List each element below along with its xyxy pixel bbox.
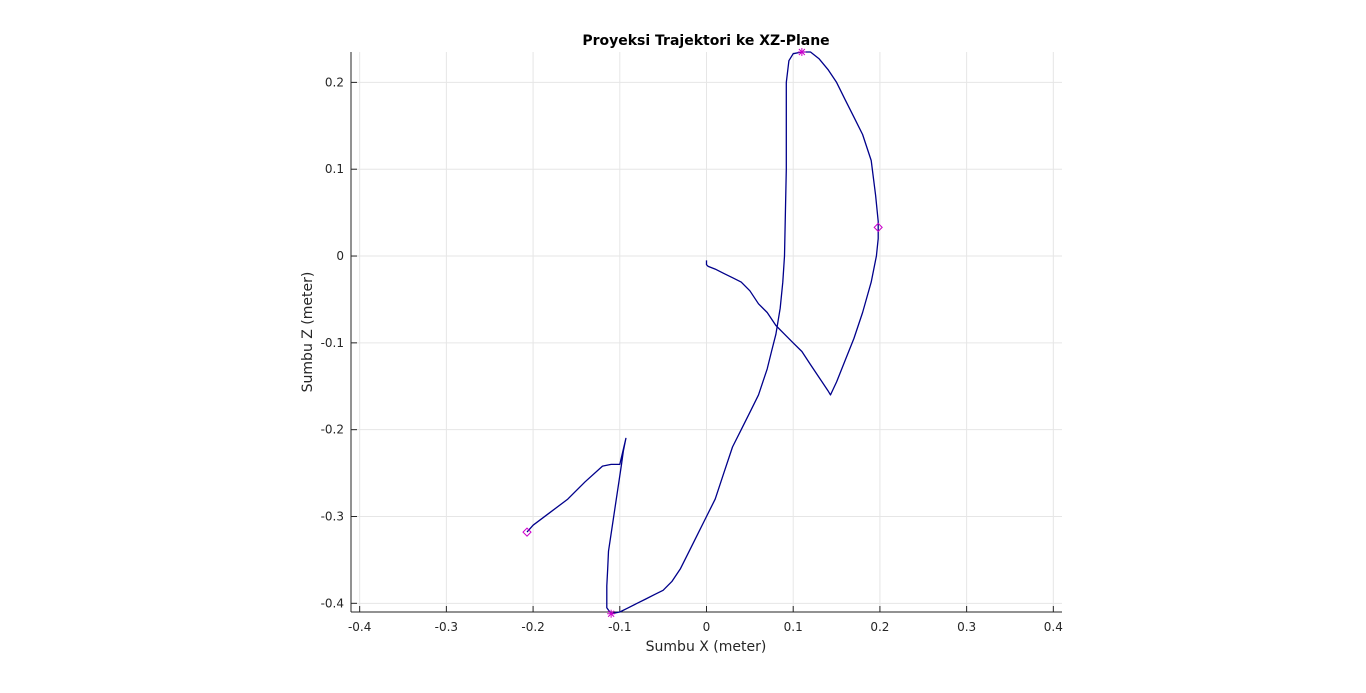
y-tick-label: 0.1 <box>325 162 344 176</box>
y-tick-label: 0 <box>336 249 344 263</box>
y-axis-label: Sumbu Z (meter) <box>300 272 316 393</box>
x-tick-label: -0.2 <box>521 620 544 634</box>
y-tick-label: 0.2 <box>325 75 344 89</box>
chart-title: Proyeksi Trajektori ke XZ-Plane <box>582 33 829 49</box>
x-tick-label: -0.3 <box>435 620 458 634</box>
x-axis-label: Sumbu X (meter) <box>646 639 767 655</box>
grid-layer <box>351 52 1062 612</box>
y-tick-label: -0.3 <box>321 509 344 523</box>
x-tick-label: 0 <box>703 620 711 634</box>
y-tick-label: -0.1 <box>321 336 344 350</box>
ticks-layer: -0.4 -0.3 -0.2 -0.1 0 0.1 0.2 0.3 0.4 -0.4 -0.3 -0.… <box>321 75 1063 634</box>
diamond-marker <box>873 222 883 233</box>
y-tick-label: -0.2 <box>321 423 344 437</box>
x-tick-label: 0.3 <box>957 620 976 634</box>
data-layer <box>522 48 883 618</box>
star-marker <box>797 48 806 56</box>
x-tick-label: 0.2 <box>870 620 889 634</box>
star-marker <box>607 609 616 618</box>
x-tick-label: -0.4 <box>348 620 371 634</box>
x-tick-label: 0.4 <box>1044 620 1063 634</box>
trajectory-line <box>526 51 879 615</box>
x-tick-label: 0.1 <box>784 620 803 634</box>
diamond-marker <box>522 527 532 537</box>
y-tick-label: -0.4 <box>321 596 344 610</box>
x-tick-label: -0.1 <box>608 620 631 634</box>
